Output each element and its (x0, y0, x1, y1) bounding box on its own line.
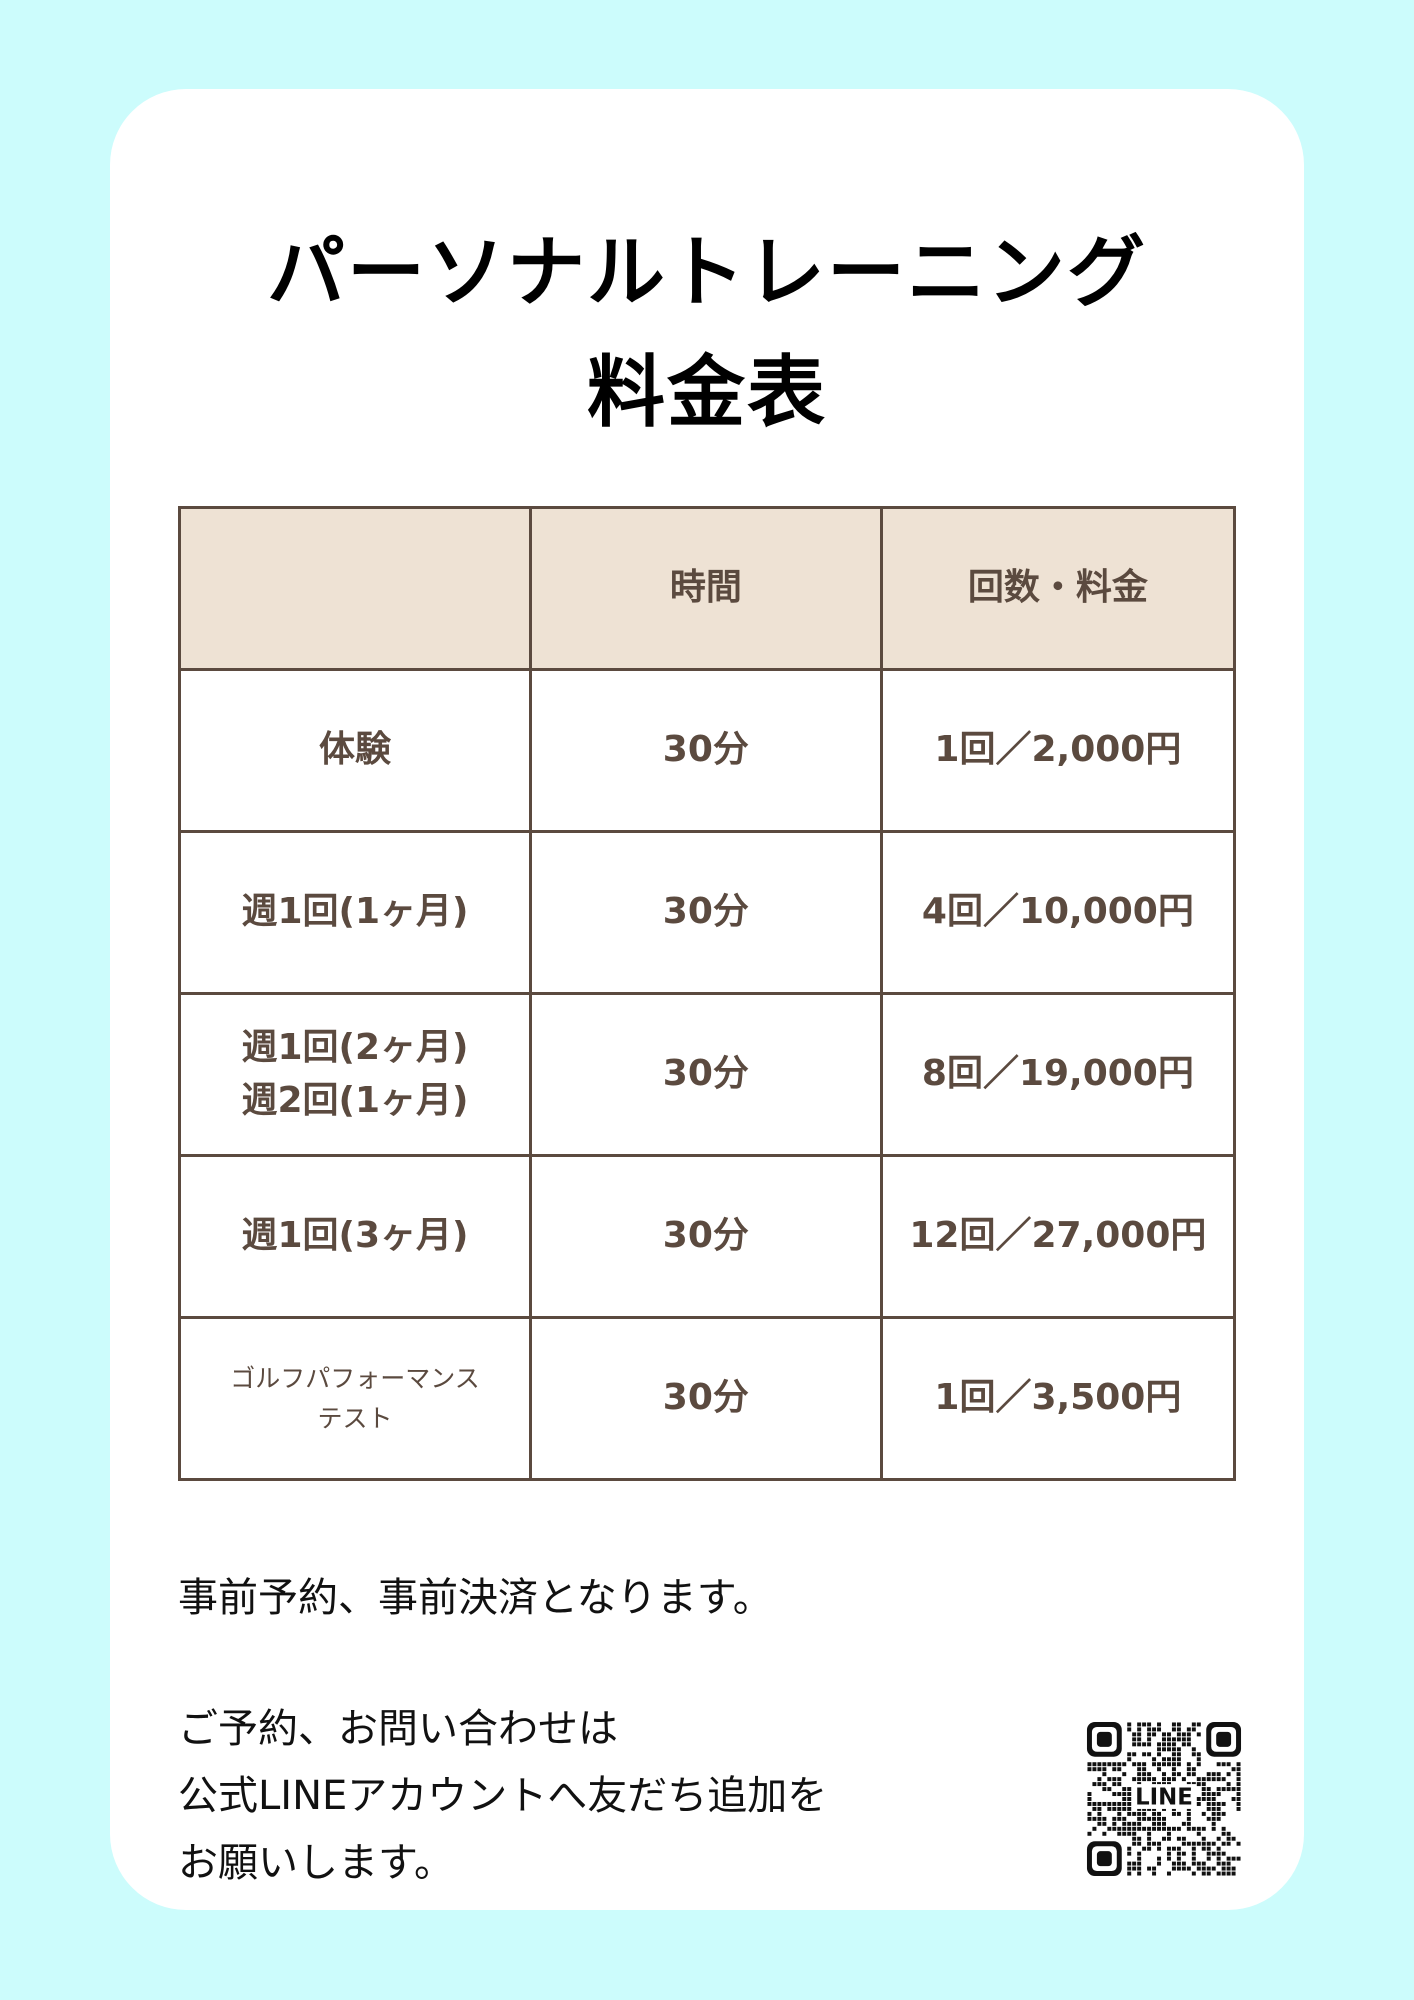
table-row: 週1回(1ヶ月) 30分 4回／10,000円 (178, 830, 1237, 995)
qr-label: LINE (1135, 1784, 1193, 1810)
header-time: 時間 (528, 506, 883, 671)
header-price: 回数・料金 (879, 506, 1237, 671)
price-table: 時間 回数・料金 体験 30分 1回／2,000円 週1回(1ヶ月) 30分 4… (178, 506, 1237, 1481)
table-row: 週1回(2ヶ月) 週2回(1ヶ月) 30分 8回／19,000円 (178, 992, 1237, 1157)
plan-cell: ゴルフパフォーマンス テスト (178, 1316, 532, 1481)
header-cell (178, 506, 532, 671)
table-row: 体験 30分 1回／2,000円 (178, 668, 1237, 833)
contact-line-2: 公式LINEアカウントへ友だち追加を (178, 1773, 828, 1819)
contact-line-1: ご予約、お問い合わせは (178, 1706, 618, 1752)
time-cell: 30分 (528, 1154, 883, 1319)
price-cell: 8回／19,000円 (879, 992, 1237, 1157)
price-cell: 1回／3,500円 (879, 1316, 1237, 1481)
contact-note: ご予約、お問い合わせは 公式LINEアカウントへ友だち追加を お願いします。 (178, 1696, 827, 1897)
line-qr-code-icon[interactable]: LINE (1082, 1717, 1246, 1881)
plan-cell: 週1回(1ヶ月) (178, 830, 532, 995)
table-row: ゴルフパフォーマンス テスト 30分 1回／3,500円 (178, 1316, 1237, 1481)
plan-cell: 体験 (178, 668, 532, 833)
plan-cell: 週1回(2ヶ月) 週2回(1ヶ月) (178, 992, 532, 1157)
title-line-2: 料金表 (586, 348, 827, 438)
time-cell: 30分 (528, 830, 883, 995)
contact-line-3: お願いします。 (178, 1840, 454, 1886)
time-cell: 30分 (528, 992, 883, 1157)
prepay-note: 事前予約、事前決済となります。 (178, 1575, 773, 1621)
price-cell: 12回／27,000円 (879, 1154, 1237, 1319)
time-cell: 30分 (528, 668, 883, 833)
plan-cell: 週1回(3ヶ月) (178, 1154, 532, 1319)
table-header-row: 時間 回数・料金 (178, 506, 1237, 671)
price-cell: 1回／2,000円 (879, 668, 1237, 833)
table-row: 週1回(3ヶ月) 30分 12回／27,000円 (178, 1154, 1237, 1319)
title-line-1: パーソナルトレーニング (266, 228, 1147, 318)
price-cell: 4回／10,000円 (879, 830, 1237, 995)
time-cell: 30分 (528, 1316, 883, 1481)
